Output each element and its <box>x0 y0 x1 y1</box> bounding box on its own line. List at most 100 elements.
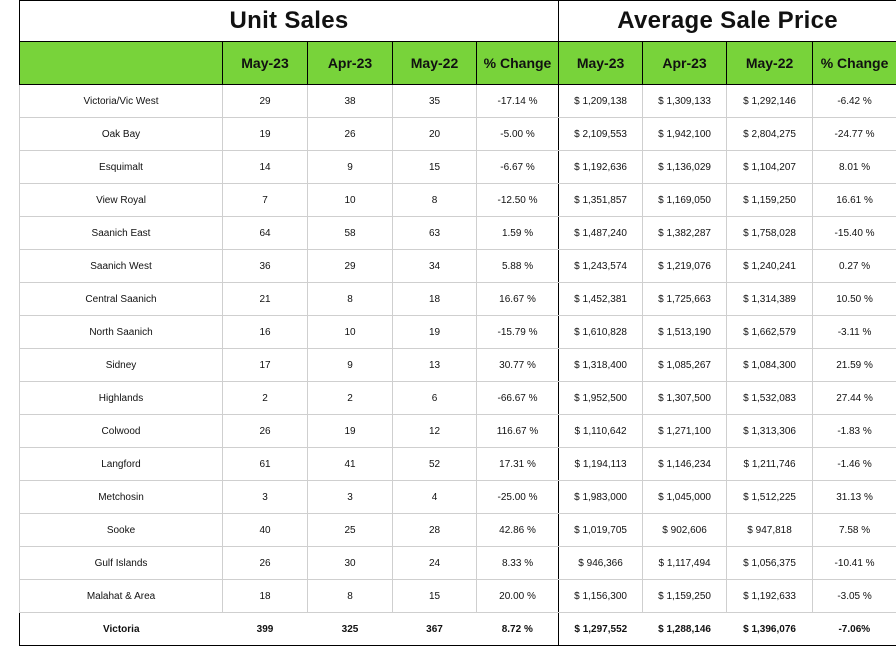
table-row: Oak Bay 19 26 20 -5.00 % $ 2,109,553 $ 1,942,1… <box>19 117 896 151</box>
unit-sales-may23-cell: 399 <box>222 612 308 646</box>
unit-sales-may23-cell: 16 <box>222 315 308 349</box>
unit-sales-change-cell: 8.72 % <box>476 612 560 646</box>
price-may22-cell: $ 1,192,633 <box>726 579 814 613</box>
sales-table: Unit Sales Average Sale Price May-23 Apr… <box>18 0 896 646</box>
price-change-cell: -24.77 % <box>812 117 896 151</box>
price-may23-cell: $ 1,156,300 <box>558 579 644 613</box>
unit-sales-may23-cell: 36 <box>222 249 308 283</box>
unit-sales-change-cell: 5.88 % <box>475 249 560 283</box>
unit-sales-apr23-cell: 9 <box>307 348 393 382</box>
unit-sales-may22-cell: 15 <box>392 579 477 613</box>
unit-sales-header-change: % Change <box>475 41 560 85</box>
price-change-cell: -3.05 % <box>812 579 896 613</box>
unit-sales-apr23-cell: 325 <box>307 612 393 646</box>
unit-sales-may23-cell: 18 <box>222 579 308 613</box>
area-cell: Gulf Islands <box>19 546 223 580</box>
price-may22-cell: $ 1,396,076 <box>726 612 813 646</box>
unit-sales-change-cell: 30.77 % <box>475 348 560 382</box>
price-may22-cell: $ 1,314,389 <box>726 282 814 316</box>
unit-sales-may23-cell: 64 <box>222 216 308 250</box>
price-change-cell: 10.50 % <box>812 282 896 316</box>
title-row: Unit Sales Average Sale Price <box>18 0 896 42</box>
price-may22-cell: $ 1,512,225 <box>726 480 814 514</box>
area-cell: Langford <box>19 447 223 481</box>
table-row: Metchosin 3 3 4 -25.00 % $ 1,983,000 $ 1,045,0… <box>19 480 896 514</box>
unit-sales-may22-cell: 18 <box>392 282 477 316</box>
area-cell: Victoria <box>19 612 223 646</box>
price-may22-cell: $ 1,240,241 <box>726 249 814 283</box>
unit-sales-apr23-cell: 19 <box>307 414 393 448</box>
unit-sales-change-cell: 17.31 % <box>475 447 560 481</box>
area-cell: Saanich West <box>19 249 223 283</box>
price-may23-cell: $ 1,209,138 <box>558 84 644 118</box>
price-change-cell: 16.61 % <box>812 183 896 217</box>
price-change-cell: -1.83 % <box>812 414 896 448</box>
total-row: Victoria 399 325 367 8.72 % $ 1,297,552 $ 1,28… <box>19 612 896 646</box>
table-row: Langford 61 41 52 17.31 % $ 1,194,113 $ 1,146,… <box>19 447 896 481</box>
unit-sales-title: Unit Sales <box>18 0 560 42</box>
price-apr23-cell: $ 1,136,029 <box>642 150 728 184</box>
unit-sales-may22-cell: 20 <box>392 117 477 151</box>
price-apr23-cell: $ 1,146,234 <box>642 447 728 481</box>
unit-sales-may22-cell: 24 <box>392 546 477 580</box>
unit-sales-apr23-cell: 9 <box>307 150 393 184</box>
column-header-row: May-23 Apr-23 May-22 % Change May-23 Apr… <box>19 41 896 85</box>
unit-sales-may22-cell: 4 <box>392 480 477 514</box>
unit-sales-apr23-cell: 10 <box>307 183 393 217</box>
area-cell: Central Saanich <box>19 282 223 316</box>
unit-sales-may23-cell: 29 <box>222 84 308 118</box>
price-may22-cell: $ 1,211,746 <box>726 447 814 481</box>
price-apr23-cell: $ 1,085,267 <box>642 348 728 382</box>
price-may23-cell: $ 1,243,574 <box>558 249 644 283</box>
area-cell: Sidney <box>19 348 223 382</box>
table-row: View Royal 7 10 8 -12.50 % $ 1,351,857 $ 1,169… <box>19 183 896 217</box>
price-may22-cell: $ 1,292,146 <box>726 84 814 118</box>
unit-sales-may22-cell: 35 <box>392 84 477 118</box>
unit-sales-may23-cell: 3 <box>222 480 308 514</box>
unit-sales-may23-cell: 7 <box>222 183 308 217</box>
price-header-change: % Change <box>812 41 896 85</box>
price-apr23-cell: $ 1,219,076 <box>642 249 728 283</box>
unit-sales-header-may23: May-23 <box>222 41 308 85</box>
unit-sales-may22-cell: 13 <box>392 348 477 382</box>
unit-sales-may23-cell: 17 <box>222 348 308 382</box>
price-apr23-cell: $ 1,725,663 <box>642 282 728 316</box>
price-change-cell: 31.13 % <box>812 480 896 514</box>
price-may23-cell: $ 1,019,705 <box>558 513 644 547</box>
price-change-cell: -6.42 % <box>812 84 896 118</box>
price-may22-cell: $ 1,313,306 <box>726 414 814 448</box>
unit-sales-change-cell: -6.67 % <box>475 150 560 184</box>
price-apr23-cell: $ 1,307,500 <box>642 381 728 415</box>
unit-sales-header-apr23: Apr-23 <box>307 41 393 85</box>
price-change-cell: -10.41 % <box>812 546 896 580</box>
price-apr23-cell: $ 1,309,133 <box>642 84 728 118</box>
unit-sales-apr23-cell: 8 <box>307 579 393 613</box>
unit-sales-apr23-cell: 8 <box>307 282 393 316</box>
price-may23-cell: $ 1,351,857 <box>558 183 644 217</box>
unit-sales-header-may22: May-22 <box>392 41 477 85</box>
unit-sales-may23-cell: 21 <box>222 282 308 316</box>
price-may22-cell: $ 1,758,028 <box>726 216 814 250</box>
price-header-may23: May-23 <box>558 41 644 85</box>
area-cell: North Saanich <box>19 315 223 349</box>
unit-sales-change-cell: -12.50 % <box>475 183 560 217</box>
price-change-cell: -3.11 % <box>812 315 896 349</box>
unit-sales-may22-cell: 15 <box>392 150 477 184</box>
price-may22-cell: $ 1,104,207 <box>726 150 814 184</box>
price-may23-cell: $ 1,194,113 <box>558 447 644 481</box>
unit-sales-apr23-cell: 25 <box>307 513 393 547</box>
area-cell: View Royal <box>19 183 223 217</box>
unit-sales-change-cell: -17.14 % <box>475 84 560 118</box>
unit-sales-may23-cell: 19 <box>222 117 308 151</box>
price-may22-cell: $ 1,084,300 <box>726 348 814 382</box>
price-apr23-cell: $ 902,606 <box>642 513 728 547</box>
unit-sales-change-cell: 42.86 % <box>475 513 560 547</box>
price-may23-cell: $ 1,318,400 <box>558 348 644 382</box>
price-change-cell: 0.27 % <box>812 249 896 283</box>
price-may22-cell: $ 1,159,250 <box>726 183 814 217</box>
price-apr23-cell: $ 1,942,100 <box>642 117 728 151</box>
price-apr23-cell: $ 1,169,050 <box>642 183 728 217</box>
unit-sales-change-cell: -25.00 % <box>475 480 560 514</box>
price-may23-cell: $ 1,297,552 <box>558 612 643 646</box>
price-change-cell: 8.01 % <box>812 150 896 184</box>
